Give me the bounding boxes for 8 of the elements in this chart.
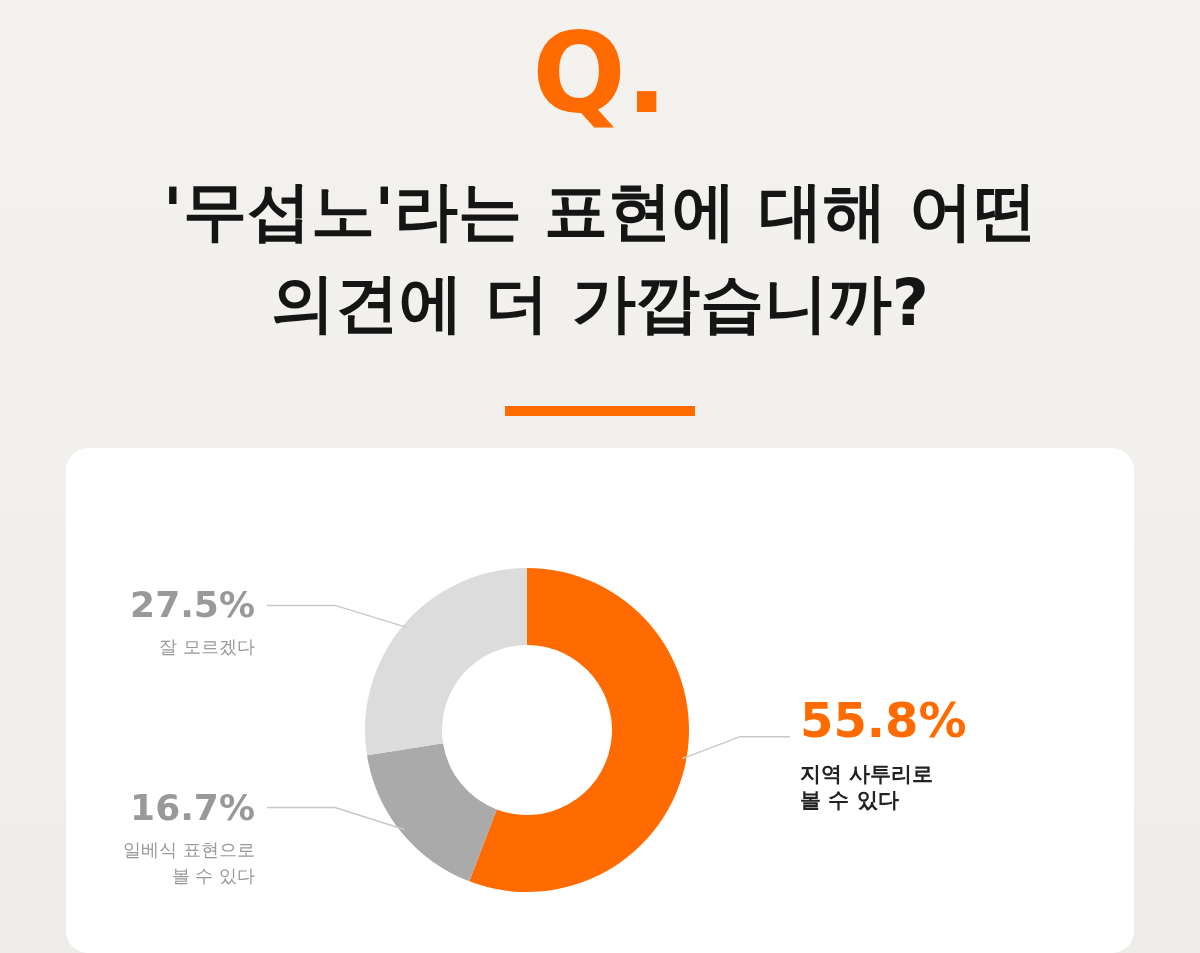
slice-label: 일베식 표현으로 볼 수 있다 bbox=[123, 838, 255, 886]
slice-label: 잘 모르겠다 bbox=[159, 636, 255, 658]
chart-title: '무섭노'라는 표현에 대해 어떤 의견에 더 가깝습니까? bbox=[162, 173, 1038, 342]
data-label: 16.7% bbox=[130, 786, 255, 828]
data-label: 27.5% bbox=[130, 584, 255, 626]
slice-label: 지역 사투리로 볼 수 있다 bbox=[800, 761, 934, 812]
text: Q. bbox=[531, 10, 669, 138]
data-label: 55.8% bbox=[800, 691, 967, 748]
